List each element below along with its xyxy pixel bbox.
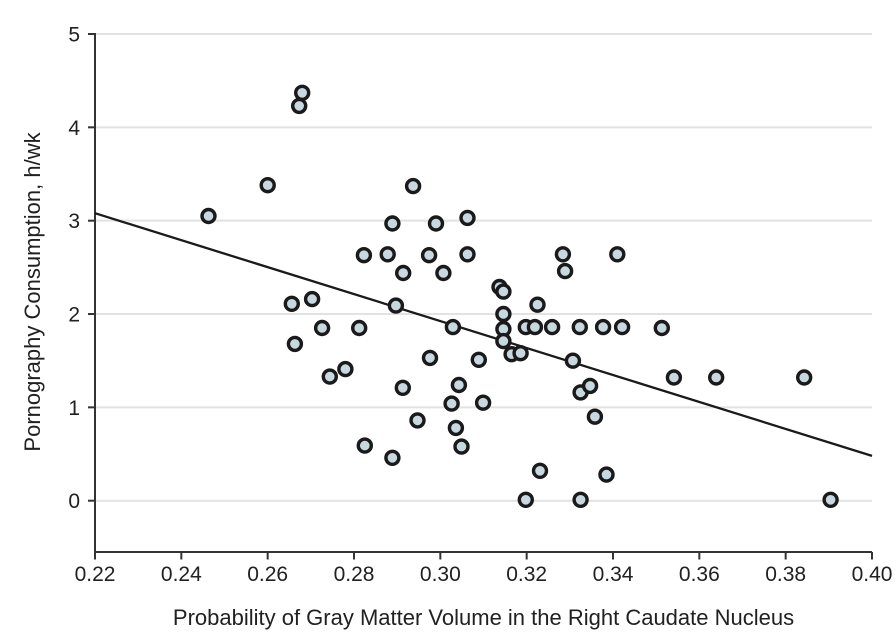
data-point [291, 97, 308, 115]
data-point [556, 262, 574, 280]
data-point [450, 376, 468, 394]
data-point [337, 360, 354, 378]
data-point [355, 246, 373, 264]
data-point [495, 332, 512, 350]
data-point [665, 369, 683, 386]
data-point [526, 318, 544, 336]
data-point [571, 318, 588, 336]
data-point [384, 449, 401, 466]
x-tick-label: 0.28 [334, 563, 375, 586]
y-tick-label: 5 [68, 24, 80, 47]
x-tick-label: 0.30 [420, 563, 461, 586]
regression-line [94, 212, 873, 457]
data-point [708, 369, 725, 386]
x-tick-label: 0.36 [679, 563, 720, 586]
data-point [421, 349, 439, 367]
data-point [427, 215, 445, 232]
data-point [384, 215, 401, 232]
data-point [294, 84, 311, 102]
y-tick-label: 1 [68, 397, 80, 420]
data-point [586, 408, 604, 425]
x-tick-label: 0.32 [506, 563, 547, 586]
x-tick-label: 0.22 [75, 563, 116, 586]
x-axis-title: Probability of Gray Matter Volume in the… [172, 605, 795, 630]
y-tick-label: 2 [68, 304, 80, 327]
data-point [303, 290, 321, 308]
data-point [313, 319, 331, 337]
data-point [379, 246, 396, 263]
data-point [609, 246, 626, 263]
data-point [796, 369, 813, 386]
data-point [653, 319, 670, 337]
data-point [404, 177, 422, 195]
data-point [283, 295, 300, 312]
data-point [259, 176, 276, 194]
data-point [321, 368, 338, 385]
data-point [822, 491, 839, 508]
data-point [420, 246, 438, 264]
data-point [495, 283, 512, 300]
x-tick-label: 0.38 [765, 563, 806, 586]
data-point [286, 335, 304, 353]
y-tick-label: 4 [68, 117, 80, 140]
data-point [594, 318, 612, 336]
data-point [512, 345, 529, 362]
data-point [351, 319, 368, 337]
data-point [435, 264, 452, 282]
data-point [572, 491, 589, 508]
x-tick-label: 0.24 [161, 563, 202, 586]
data-point [443, 395, 460, 412]
data-point [598, 466, 615, 483]
data-point [529, 296, 546, 313]
data-point [444, 318, 462, 336]
data-point [387, 297, 405, 314]
data-point [531, 462, 549, 479]
data-point [581, 377, 599, 395]
data-point [564, 352, 582, 369]
data-point [543, 318, 561, 336]
data-point [459, 209, 476, 227]
y-axis-title: Pornography Consumption, h/wk [20, 132, 45, 452]
x-tick-label: 0.26 [247, 563, 288, 586]
data-point [447, 419, 465, 437]
data-point [409, 412, 426, 429]
y-tick-label: 0 [68, 490, 80, 513]
y-tick-label: 3 [68, 210, 80, 233]
x-tick-label: 0.40 [852, 563, 893, 586]
data-point [200, 207, 217, 225]
data-point [517, 491, 534, 508]
data-point [453, 438, 470, 455]
data-point [356, 437, 373, 454]
data-point [395, 264, 412, 282]
data-point [495, 305, 512, 323]
x-tick-label: 0.34 [593, 563, 634, 586]
data-point [554, 246, 572, 263]
data-point [613, 318, 631, 336]
data-point [394, 379, 411, 396]
data-point [474, 394, 492, 411]
data-point [470, 351, 487, 368]
data-point [459, 246, 476, 263]
